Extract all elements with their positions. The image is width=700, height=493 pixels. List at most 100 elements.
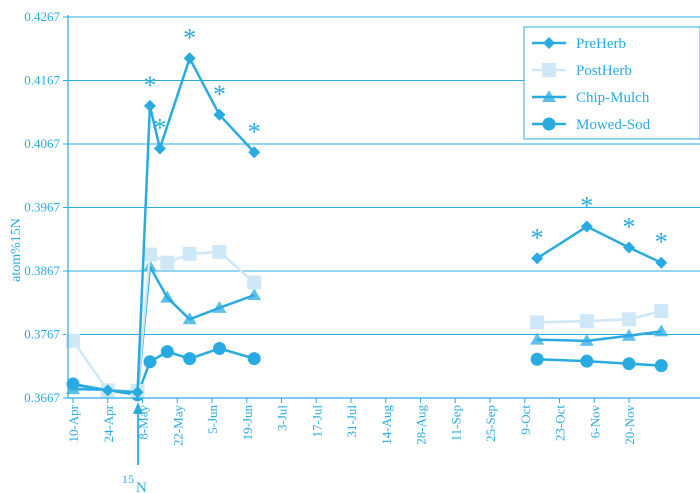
data-point <box>212 244 227 259</box>
series-line <box>537 309 662 324</box>
legend-swatch-marker <box>543 37 555 49</box>
series-chip-mulch <box>66 259 669 399</box>
data-point <box>160 255 175 270</box>
data-point <box>247 352 261 366</box>
x-tick-label: 6-Nov <box>587 405 602 439</box>
y-tick-label: 0.4167 <box>24 73 60 88</box>
n15-application-marker: 15N <box>122 402 147 493</box>
x-tick-label: 25-Sep <box>483 405 498 442</box>
significance-layer: * * * * * * * * * <box>143 23 667 256</box>
data-point <box>131 386 144 399</box>
data-point <box>248 146 261 159</box>
legend-label: PostHerb <box>576 63 632 79</box>
data-point <box>530 315 545 330</box>
legend-item: Mowed-Sod <box>532 117 651 133</box>
data-point <box>182 246 197 261</box>
legend-item: PostHerb <box>532 63 632 79</box>
data-point <box>654 324 669 337</box>
data-point <box>101 384 114 397</box>
series-line <box>537 358 662 367</box>
y-tick-label: 0.3667 <box>24 390 60 405</box>
significance-asterisk: * <box>248 117 261 146</box>
y-tick-label: 0.4267 <box>24 9 60 24</box>
data-point <box>622 312 636 327</box>
x-tick-label: 14-Aug <box>379 405 394 445</box>
y-axis-ticks: 0.3667 0.3767 0.3867 0.3967 0.4067 0.4167 0.42… <box>24 9 60 405</box>
legend-swatch-marker <box>542 117 556 131</box>
x-tick-label: 31-Jul <box>344 405 359 438</box>
x-tick-label: 24-Apr <box>101 404 116 442</box>
data-point <box>580 354 594 368</box>
series-line <box>537 330 662 343</box>
x-tick-label: 20-Nov <box>622 405 637 445</box>
y-tick-label: 0.4067 <box>24 136 60 151</box>
x-tick-label: 23-Oct <box>553 405 568 441</box>
x-tick-label: 9-Oct <box>518 405 533 435</box>
arrow-head <box>133 402 144 414</box>
series-line <box>71 250 256 393</box>
data-point <box>530 352 544 366</box>
x-tick-label: 19-Jun <box>240 405 255 441</box>
series-postherb <box>66 244 669 399</box>
data-point <box>654 359 668 373</box>
data-point <box>66 333 80 348</box>
data-point <box>143 99 156 112</box>
legend-label: Chip-Mulch <box>576 90 650 106</box>
data-point <box>580 220 593 233</box>
legend: PreHerb PostHerb Chip-Mulch Mowed-Sod <box>523 26 700 140</box>
data-point <box>182 312 197 325</box>
significance-asterisk: * <box>580 192 593 221</box>
data-point <box>183 352 197 366</box>
x-tick-label: 17-Jul <box>309 405 324 438</box>
x-tick-label: 5-Jun <box>205 405 220 434</box>
series-line <box>536 225 662 264</box>
y-tick-label: 0.3867 <box>24 263 60 278</box>
data-point <box>67 378 79 391</box>
data-point <box>142 247 157 262</box>
data-point <box>247 275 262 290</box>
x-tick-label: 11-Sep <box>448 405 463 441</box>
data-point <box>654 304 669 319</box>
annotation-label: 15 <box>122 472 134 486</box>
significance-asterisk: * <box>213 80 226 109</box>
series-preherb <box>67 52 668 399</box>
significance-asterisk: * <box>183 23 196 52</box>
data-point <box>212 300 227 313</box>
data-point <box>160 345 174 359</box>
x-tick-label: 28-Aug <box>414 405 429 445</box>
data-point <box>531 252 544 265</box>
data-point <box>153 142 166 155</box>
y-axis-label: atom%15N <box>9 218 24 282</box>
significance-asterisk: * <box>531 223 544 252</box>
legend-swatch-marker <box>542 63 556 77</box>
legend-swatch-marker <box>542 90 556 102</box>
data-point <box>579 314 594 329</box>
series-line <box>72 55 256 394</box>
annotation-label-subscript: N <box>136 480 147 493</box>
data-point <box>247 288 262 301</box>
legend-label: PreHerb <box>576 36 626 52</box>
data-point <box>213 108 226 121</box>
x-tick-label: 22-May <box>170 405 185 447</box>
series-line <box>72 262 255 395</box>
data-point <box>160 290 175 303</box>
x-tick-label: 10-Apr <box>66 404 81 442</box>
data-point <box>530 332 545 345</box>
y-tick-label: 0.3967 <box>24 200 60 215</box>
data-point <box>655 256 668 269</box>
data-point <box>183 52 196 65</box>
x-tick-label: 3-Jul <box>275 405 290 431</box>
axes <box>67 15 700 399</box>
legend-item: Chip-Mulch <box>532 90 650 106</box>
series-mowed-sod <box>66 341 668 402</box>
legend-item: PreHerb <box>532 36 626 52</box>
significance-asterisk: * <box>143 71 156 100</box>
data-point <box>622 357 636 371</box>
data-point <box>579 333 594 346</box>
y-tick-label: 0.3767 <box>24 327 60 342</box>
series-layer <box>66 52 669 402</box>
significance-asterisk: * <box>655 228 668 257</box>
significance-asterisk: * <box>623 213 636 242</box>
significance-asterisk: * <box>153 113 166 142</box>
